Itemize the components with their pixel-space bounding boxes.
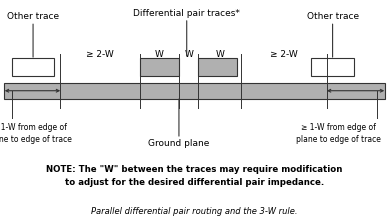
Bar xyxy=(198,58,237,76)
Text: Ground plane: Ground plane xyxy=(148,99,210,148)
Text: W: W xyxy=(184,50,193,59)
Text: ≥ 1-W from edge of
plane to edge of trace: ≥ 1-W from edge of plane to edge of trac… xyxy=(296,123,381,144)
Text: ≥ 2-W: ≥ 2-W xyxy=(86,50,114,59)
Text: NOTE: The "W" between the traces may require modification
to adjust for the desi: NOTE: The "W" between the traces may req… xyxy=(46,165,343,187)
Text: Differential pair traces*: Differential pair traces* xyxy=(133,9,240,56)
Text: Parallel differential pair routing and the 3-W rule.: Parallel differential pair routing and t… xyxy=(91,207,298,216)
Text: Other trace: Other trace xyxy=(7,12,59,57)
Bar xyxy=(311,58,354,76)
Bar xyxy=(12,58,54,76)
Text: Other trace: Other trace xyxy=(307,12,359,57)
Bar xyxy=(140,58,179,76)
Text: W: W xyxy=(216,50,224,59)
Text: ≥ 1-W from edge of
plane to edge of trace: ≥ 1-W from edge of plane to edge of trac… xyxy=(0,123,72,144)
Bar xyxy=(4,83,385,99)
Text: ≥ 2-W: ≥ 2-W xyxy=(270,50,298,59)
Text: W: W xyxy=(155,50,164,59)
